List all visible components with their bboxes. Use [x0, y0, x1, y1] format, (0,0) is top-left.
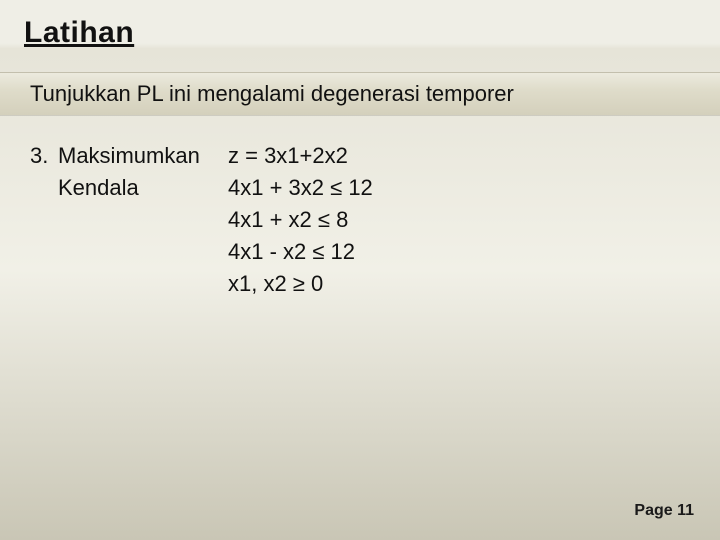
constraint-text: 4x1 + 3x2 ≤ 12: [228, 172, 720, 204]
spacer: [58, 268, 228, 300]
spacer: [30, 236, 58, 268]
slide-subtitle: Tunjukkan PL ini mengalami degenerasi te…: [30, 81, 720, 107]
problem-content: 3. Maksimumkan z = 3x1+2x2 Kendala 4x1 +…: [0, 116, 720, 299]
spacer: [30, 172, 58, 204]
constraint-row-4: x1, x2 ≥ 0: [30, 268, 720, 300]
slide-title: Latihan: [24, 16, 720, 50]
spacer: [58, 204, 228, 236]
constraint-text: x1, x2 ≥ 0: [228, 268, 720, 300]
subtitle-band: Tunjukkan PL ini mengalami degenerasi te…: [0, 72, 720, 116]
page-number: Page 11: [634, 502, 694, 520]
problem-number: 3.: [30, 140, 58, 172]
constraint-text: 4x1 - x2 ≤ 12: [228, 236, 720, 268]
constraint-row-3: 4x1 - x2 ≤ 12: [30, 236, 720, 268]
constraint-row-1: Kendala 4x1 + 3x2 ≤ 12: [30, 172, 720, 204]
spacer: [30, 204, 58, 236]
spacer: [30, 268, 58, 300]
maksimumkan-label: Maksimumkan: [58, 140, 228, 172]
title-area: Latihan: [0, 0, 720, 50]
constraint-text: 4x1 + x2 ≤ 8: [228, 204, 720, 236]
spacer: [58, 236, 228, 268]
objective-row: 3. Maksimumkan z = 3x1+2x2: [30, 140, 720, 172]
objective-expression: z = 3x1+2x2: [228, 140, 720, 172]
kendala-label: Kendala: [58, 172, 228, 204]
constraint-row-2: 4x1 + x2 ≤ 8: [30, 204, 720, 236]
